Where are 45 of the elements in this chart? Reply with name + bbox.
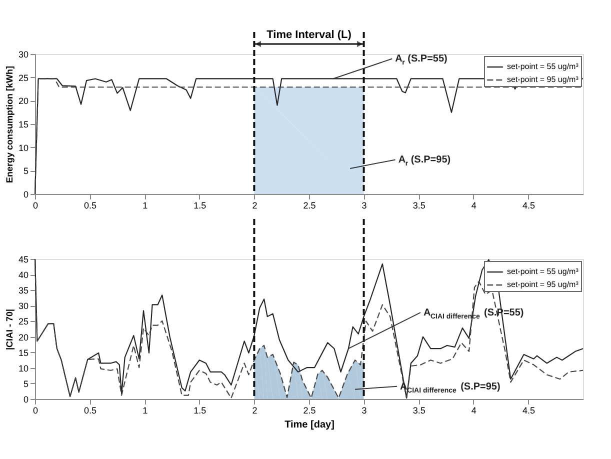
x-tick-label: 2: [252, 200, 258, 210]
x-tick-label: 1: [142, 200, 148, 210]
x-tick-label: 3: [362, 406, 367, 416]
y-tick-label: 15: [18, 120, 28, 130]
y-tick-label: 45: [18, 254, 28, 264]
y-tick-label: 20: [18, 96, 28, 106]
x-tick-label: 3: [362, 200, 367, 210]
x-tick-label: 4: [471, 406, 476, 416]
x-tick-label: 3.5: [412, 200, 426, 210]
y-tick-label: 25: [18, 316, 28, 327]
x-tick-label: 3.5: [412, 406, 426, 416]
x-tick-label: 0: [32, 406, 38, 416]
x-tick-label: 4.5: [522, 406, 535, 416]
x-tick-label: 4.5: [522, 200, 535, 210]
legend-label: set-point = 95 ug/m³: [507, 280, 579, 289]
y-tick-label: 10: [18, 142, 28, 153]
y-tick-label: 30: [18, 301, 28, 312]
y-tick-label: 10: [18, 363, 28, 374]
x-tick-label: 2.5: [303, 406, 316, 416]
y-axis-title: Energy consumption [kWh]: [4, 66, 14, 183]
x-tick-label: 0: [32, 200, 38, 210]
y-tick-label: 0: [23, 394, 28, 404]
y-tick-label: 40: [18, 270, 28, 280]
x-axis-title: Time [day]: [284, 420, 334, 430]
y-tick-label: 5: [23, 378, 28, 389]
y-tick-label: 5: [23, 166, 28, 176]
y-tick-label: 20: [18, 332, 28, 342]
legend-label: set-point = 95 ug/m³: [507, 75, 579, 84]
legend-label: set-point = 55 ug/m³: [507, 267, 579, 276]
x-tick-label: 2.5: [303, 200, 316, 210]
x-tick-label: 1: [142, 406, 148, 416]
y-tick-label: 30: [18, 50, 28, 60]
x-tick-label: 4: [471, 200, 476, 210]
y-tick-label: 15: [18, 348, 28, 358]
x-tick-label: 0.5: [84, 200, 97, 210]
x-tick-label: 1.5: [194, 200, 206, 210]
y-axis-title: |CIAI - 70|: [4, 308, 14, 350]
y-tick-label: 25: [18, 72, 28, 83]
y-tick-label: 35: [18, 286, 28, 296]
legend-label: set-point = 55 ug/m³: [507, 62, 579, 71]
x-tick-label: 2: [252, 406, 258, 416]
chart-title: Time Interval (L): [266, 29, 352, 41]
y-tick-label: 0: [23, 190, 28, 200]
x-tick-label: 1.5: [194, 406, 206, 416]
x-tick-label: 0.5: [84, 406, 97, 416]
